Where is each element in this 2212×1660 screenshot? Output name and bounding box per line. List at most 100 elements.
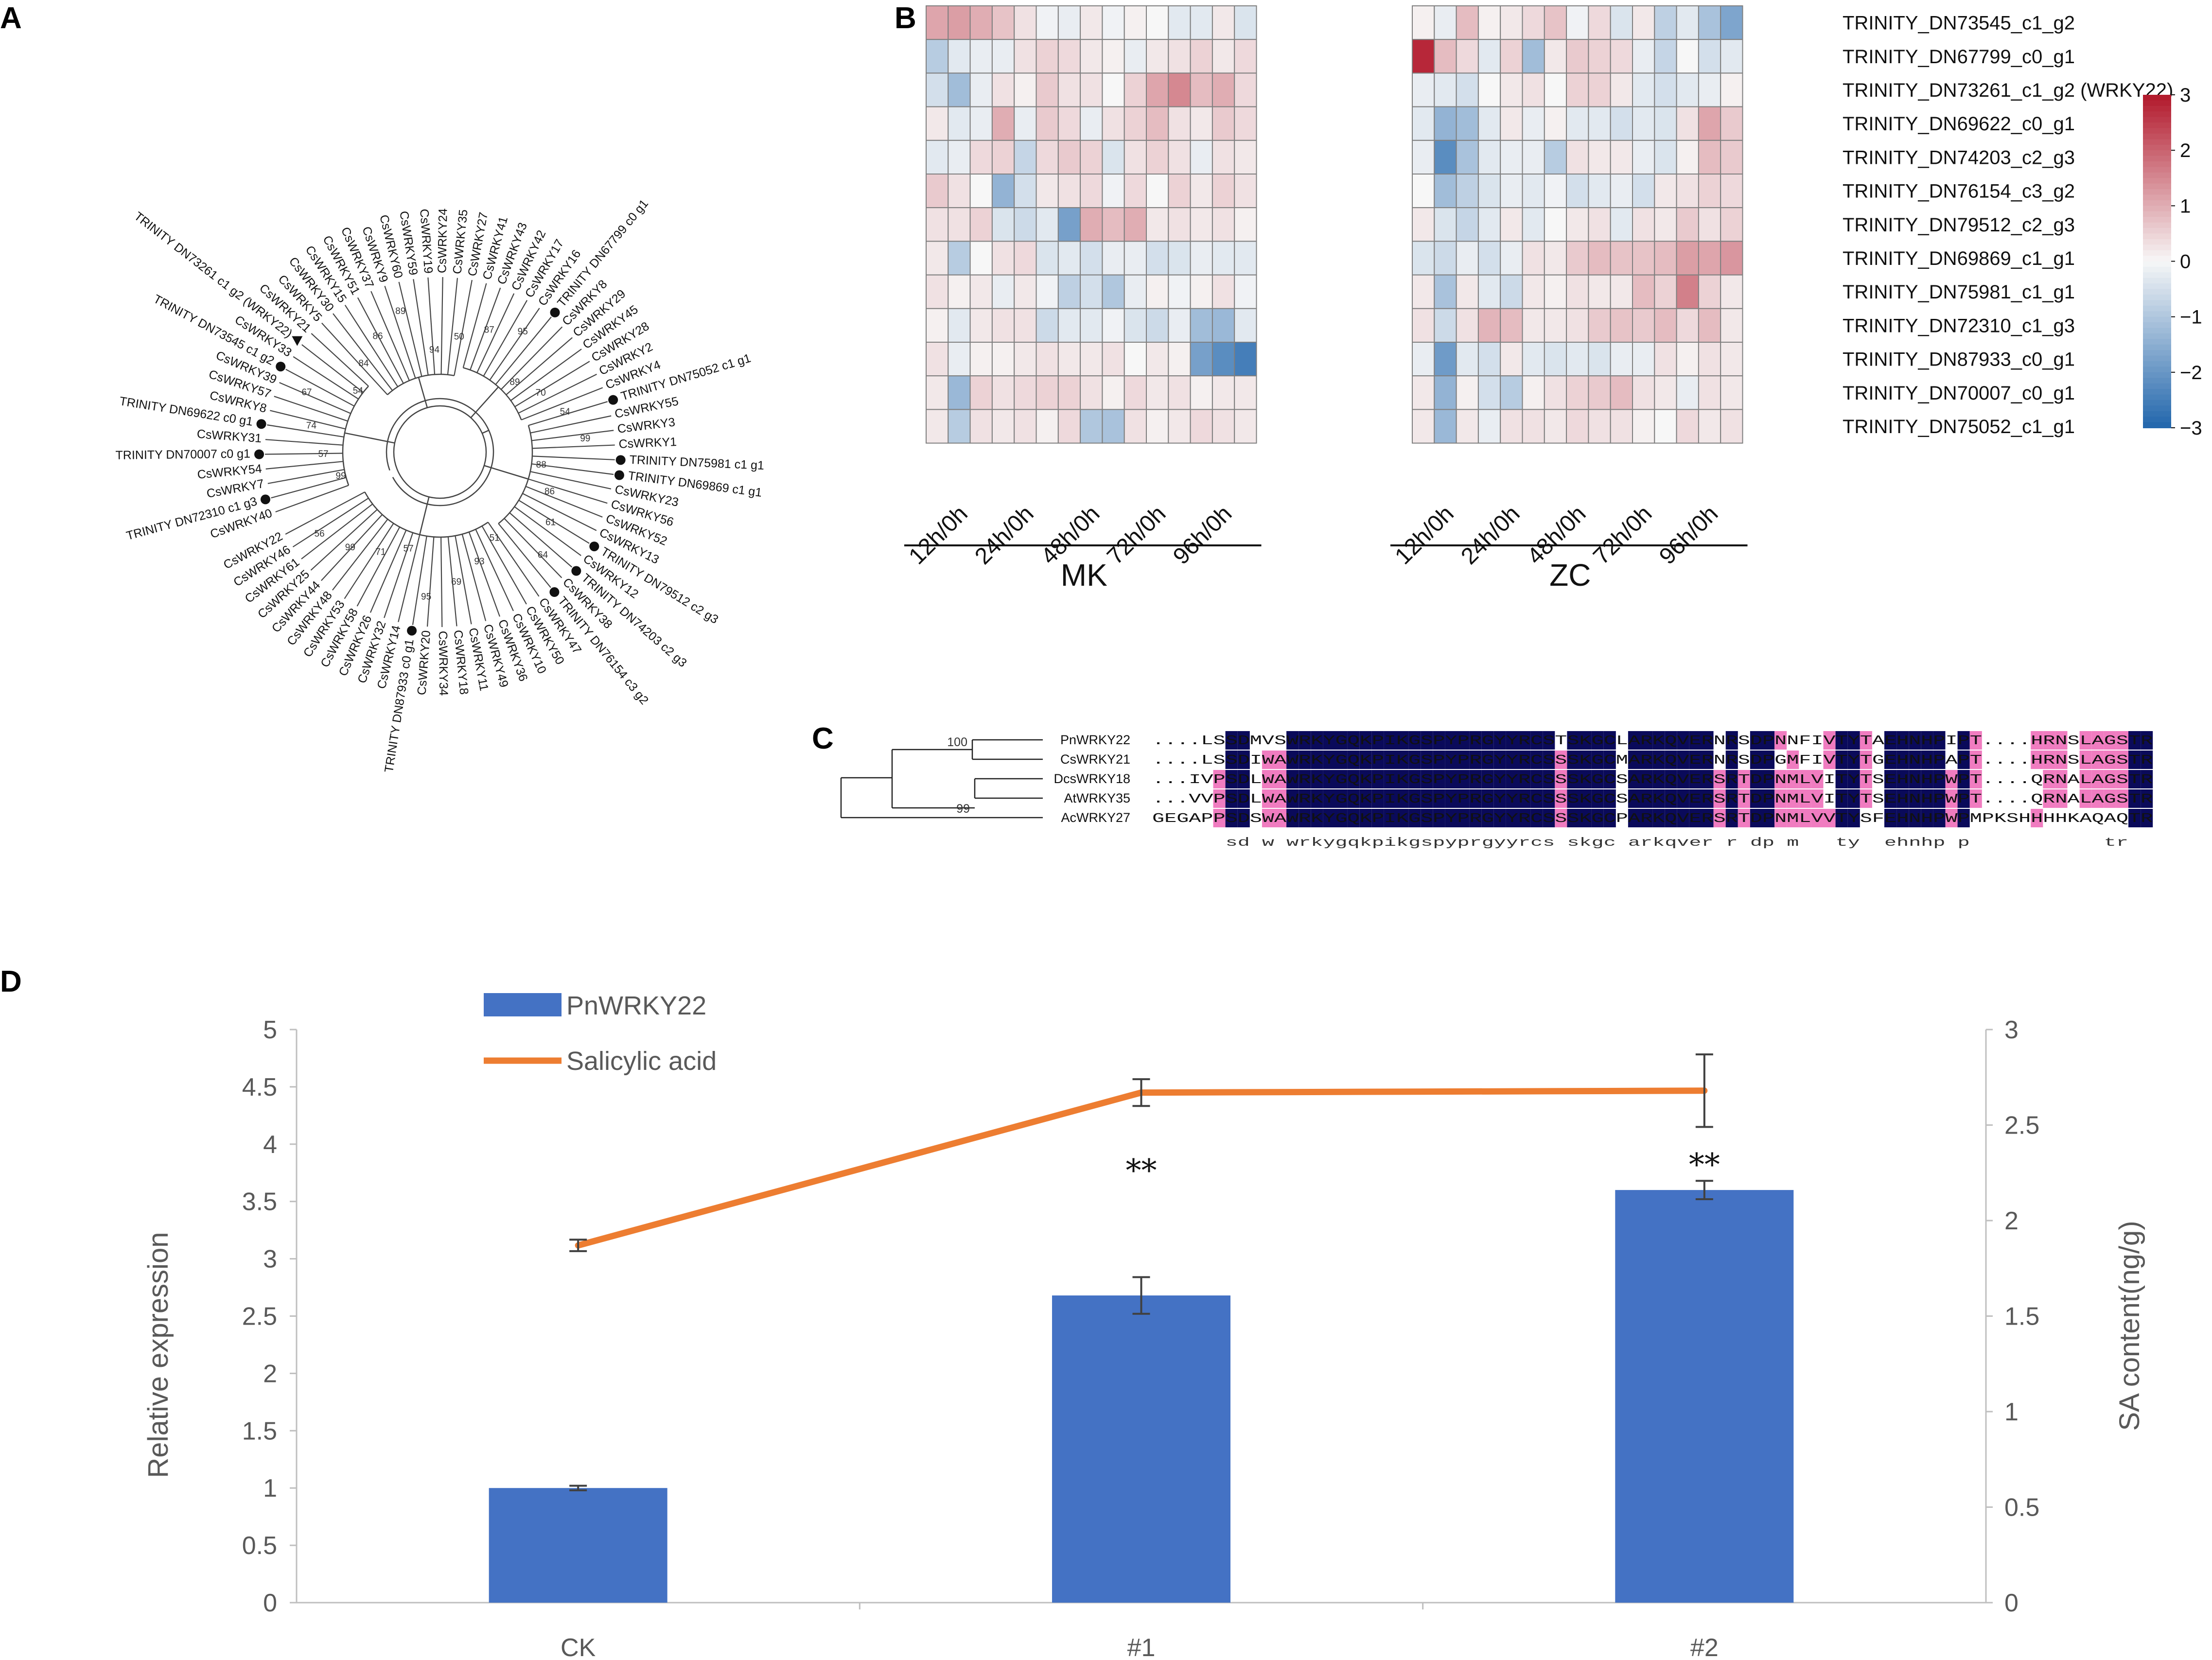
heatmap-cell — [1211, 39, 1235, 74]
alignment-seq-name: CsWRKY21 — [1060, 752, 1130, 767]
alignment-cell-bg — [1713, 770, 1726, 788]
alignment-cell-bg — [1835, 809, 1848, 827]
heatmap-cell — [969, 72, 993, 107]
colorbar-segment — [2143, 355, 2171, 362]
alignment-cell-bg — [1237, 731, 1250, 750]
alignment-cell-bg — [1640, 751, 1653, 769]
tree-leaf-branch — [293, 356, 359, 400]
heatmap-cell — [1654, 274, 1677, 309]
alignment-cell-bg — [1396, 789, 1409, 808]
alignment-cell-bg — [1445, 731, 1457, 750]
tree-leaf-branch — [531, 430, 614, 441]
alignment-cell-bg — [1457, 731, 1470, 750]
panel-label-d: D — [0, 965, 22, 998]
heatmap-cell — [1057, 308, 1081, 343]
alignment-cell-bg — [1262, 751, 1274, 769]
heatmap-cell — [948, 308, 971, 343]
colorbar-segment — [2143, 372, 2171, 379]
alignment-cell-bg — [1957, 789, 1970, 808]
heatmap-cell — [1720, 140, 1743, 175]
heatmap-cell — [1211, 409, 1235, 444]
heatmap-cell — [1190, 375, 1213, 410]
alignment-cell-bg — [1445, 751, 1457, 769]
heatmap-x-label: 72h/0h — [1102, 501, 1171, 569]
leaf-marker-circle — [614, 470, 624, 480]
alignment-consensus: sd w wrkygqkpikgspyprgyyrcs skgc arkqver… — [1152, 836, 2128, 850]
heatmap-cell — [1720, 274, 1743, 309]
heatmap-gene-label: TRINITY_DN73545_c1_g2 — [1843, 13, 2075, 34]
heatmap-gene-label: TRINITY_DN73261_c1_g2 (WRKY22) — [1843, 80, 2173, 101]
heatmap-cell — [1168, 174, 1191, 209]
heatmap-cell — [991, 375, 1015, 410]
bootstrap-value: 67 — [301, 387, 312, 398]
alignment-cell-bg — [1799, 789, 1811, 808]
alignment-cell-bg — [1774, 789, 1787, 808]
bootstrap-value: 70 — [536, 388, 546, 398]
alignment-cell-bg — [1335, 789, 1348, 808]
heatmap-cell — [1124, 375, 1147, 410]
alignment-cell-bg — [2116, 731, 2128, 750]
alignment-cell-bg — [1689, 751, 1702, 769]
heatmap-cell — [1477, 39, 1501, 74]
heatmap-cell — [1610, 72, 1633, 107]
alignment-cell-bg — [1469, 770, 1482, 788]
x-tick-label: #1 — [1127, 1634, 1156, 1660]
heatmap-cell — [1720, 342, 1743, 377]
alignment-cell-bg — [1421, 789, 1433, 808]
heatmap-cell — [1057, 274, 1081, 309]
tree-leaf-branch — [357, 297, 404, 384]
alignment-cell-bg — [2079, 731, 2092, 750]
alignment-cell-bg — [1421, 770, 1433, 788]
heatmap-cell — [1522, 174, 1545, 209]
colorbar-segment — [2143, 405, 2171, 412]
alignment-cell-bg — [1323, 789, 1335, 808]
heatmap-cell — [1124, 39, 1147, 74]
alignment-cell-bg — [1299, 770, 1311, 788]
tree-leaf-label: TRINITY DN75981 c1 g1 — [629, 453, 764, 472]
heatmap-cell — [1412, 241, 1435, 276]
alignment-cell-bg — [2128, 731, 2141, 750]
alignment-cell-bg — [1701, 751, 1714, 769]
alignment-cell-bg — [1555, 751, 1567, 769]
alignment-cell-bg — [1371, 731, 1384, 750]
colorbar-segment — [2143, 150, 2171, 157]
alignment-cell-bg — [1311, 789, 1323, 808]
colorbar-segment — [2143, 139, 2171, 145]
heatmap-x-label: 24h/0h — [970, 501, 1038, 569]
heatmap-cell — [1720, 106, 1743, 141]
heatmap-cell — [1654, 72, 1677, 107]
heatmap-cell — [1036, 5, 1059, 40]
heatmap-cell — [1544, 207, 1567, 242]
alignment-cell-bg — [1421, 751, 1433, 769]
tree-clade-arc — [386, 398, 494, 507]
alignment-cell-bg — [1579, 789, 1592, 808]
heatmap-cell — [948, 140, 971, 175]
colorbar-tick-label: 3 — [2180, 85, 2191, 106]
colorbar-segment — [2143, 339, 2171, 345]
heatmap-cell — [1146, 5, 1169, 40]
heatmap-cell — [1566, 140, 1589, 175]
heatmap-cell — [1036, 375, 1059, 410]
alignment-cell-bg — [1335, 770, 1348, 788]
tree-leaf-branch — [509, 512, 573, 568]
alignment-cell-bg — [1969, 770, 1982, 788]
colorbar-segment — [2143, 350, 2171, 356]
heatmap-cell — [1500, 274, 1523, 309]
colorbar-segment — [2143, 167, 2171, 173]
heatmap-cell — [1146, 342, 1169, 377]
heatmap-cell — [926, 375, 949, 410]
significance-mark: ** — [1126, 1153, 1157, 1189]
heatmap-cell — [1412, 274, 1435, 309]
alignment-cell-bg — [1933, 770, 1946, 788]
alignment-cell-bg — [1286, 731, 1299, 750]
heatmap-cell — [1676, 207, 1699, 242]
tree-leaf-branch — [332, 519, 388, 591]
heatmap-cell — [1477, 241, 1501, 276]
y-tick-label: 0 — [263, 1589, 277, 1617]
alignment-cell-bg — [2079, 770, 2092, 788]
tree-leaf-branch — [462, 283, 487, 368]
heatmap-cell — [1434, 375, 1457, 410]
heatmap-cell — [1544, 375, 1567, 410]
alignment-cell-bg — [1701, 731, 1714, 750]
heatmap-cell — [1146, 106, 1169, 141]
